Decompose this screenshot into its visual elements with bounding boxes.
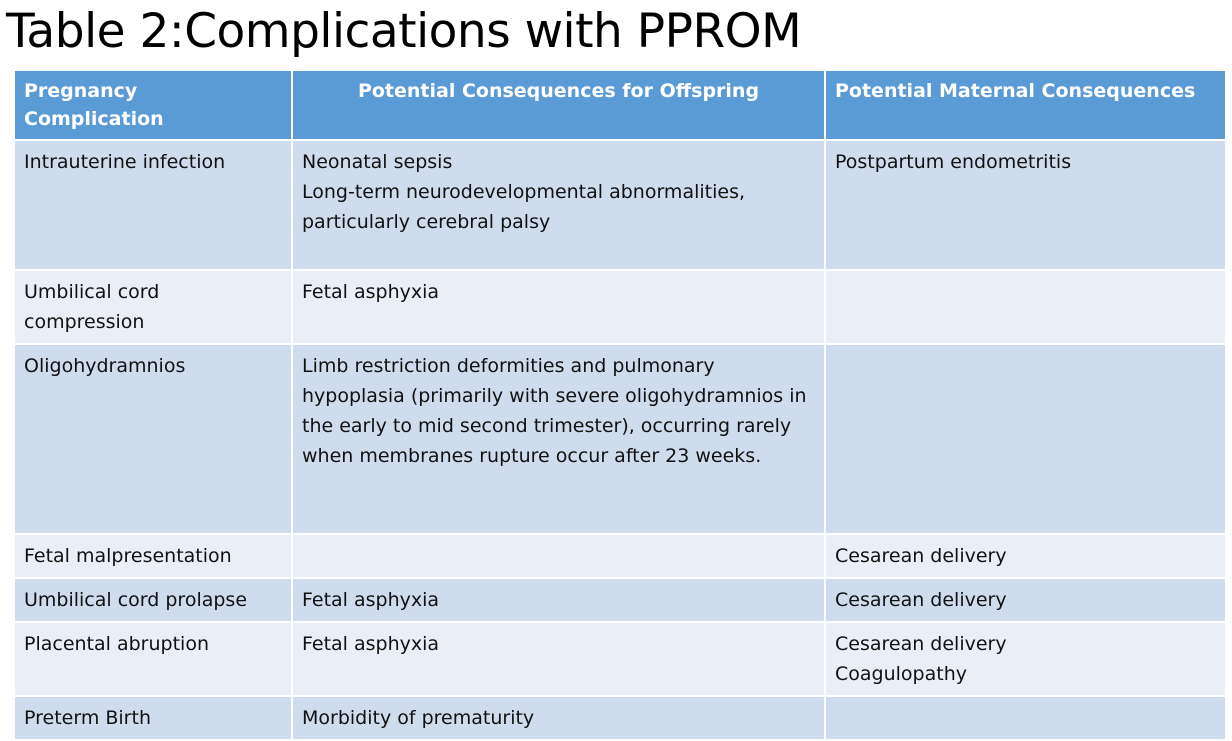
cell-complication: Fetal malpresentation: [13, 533, 293, 579]
cell-maternal: [824, 343, 1227, 535]
cell-maternal: Cesarean delivery Coagulopathy: [824, 621, 1227, 697]
cell-offspring: Morbidity of prematurity: [291, 695, 826, 741]
table-row: Intrauterine infection Neonatal sepsis Lon…: [13, 139, 1227, 271]
offspring-line: Fetal asphyxia: [302, 589, 440, 611]
offspring-line: Morbidity of prematurity: [302, 707, 535, 729]
cell-complication: Preterm Birth: [13, 695, 293, 741]
table-row: Fetal malpresentation Cesarean delivery: [13, 533, 1227, 579]
offspring-line: Long-term neurodevelopmental abnormaliti…: [302, 181, 746, 233]
cell-complication: Intrauterine infection: [13, 139, 293, 271]
maternal-line: Cesarean delivery: [835, 589, 1007, 611]
table-row: Umbilical cord compression Fetal asphyxia: [13, 269, 1227, 345]
cell-offspring: Fetal asphyxia: [291, 577, 826, 623]
maternal-line: Cesarean delivery: [835, 545, 1007, 567]
slide-title: Table 2:Complications with PPROM: [6, 4, 802, 59]
table-row: Placental abruption Fetal asphyxia Cesarea…: [13, 621, 1227, 697]
maternal-line: Cesarean delivery: [835, 633, 1007, 655]
offspring-line: Limb restriction deformities and pulmona…: [302, 355, 807, 467]
table-header-row: Pregnancy Complication Potential Consequ…: [13, 69, 1227, 141]
table-row: Preterm Birth Morbidity of prematurity: [13, 695, 1227, 741]
maternal-line: Coagulopathy: [835, 663, 967, 685]
cell-complication: Umbilical cord prolapse: [13, 577, 293, 623]
offspring-line: Neonatal sepsis: [302, 151, 453, 173]
table-row: Oligohydramnios Limb restriction deformit…: [13, 343, 1227, 535]
header-complication: Pregnancy Complication: [13, 69, 293, 141]
cell-complication: Oligohydramnios: [13, 343, 293, 535]
cell-maternal: Cesarean delivery: [824, 577, 1227, 623]
cell-complication: Umbilical cord compression: [13, 269, 293, 345]
cell-offspring: Limb restriction deformities and pulmona…: [291, 343, 826, 535]
cell-maternal: Cesarean delivery: [824, 533, 1227, 579]
cell-offspring: Fetal asphyxia: [291, 269, 826, 345]
cell-offspring: [291, 533, 826, 579]
cell-maternal: [824, 695, 1227, 741]
cell-maternal: Postpartum endometritis: [824, 139, 1227, 271]
offspring-line: Fetal asphyxia: [302, 281, 440, 303]
maternal-line: Postpartum endometritis: [835, 151, 1072, 173]
cell-maternal: [824, 269, 1227, 345]
header-offspring: Potential Consequences for Offspring: [291, 69, 826, 141]
cell-complication: Placental abruption: [13, 621, 293, 697]
table-row: Umbilical cord prolapse Fetal asphyxia Ces…: [13, 577, 1227, 623]
header-maternal: Potential Maternal Consequences: [824, 69, 1227, 141]
cell-offspring: Neonatal sepsis Long-term neurodevelopmen…: [291, 139, 826, 271]
cell-offspring: Fetal asphyxia: [291, 621, 826, 697]
offspring-line: Fetal asphyxia: [302, 633, 440, 655]
complications-table: Pregnancy Complication Potential Consequ…: [13, 69, 1227, 741]
